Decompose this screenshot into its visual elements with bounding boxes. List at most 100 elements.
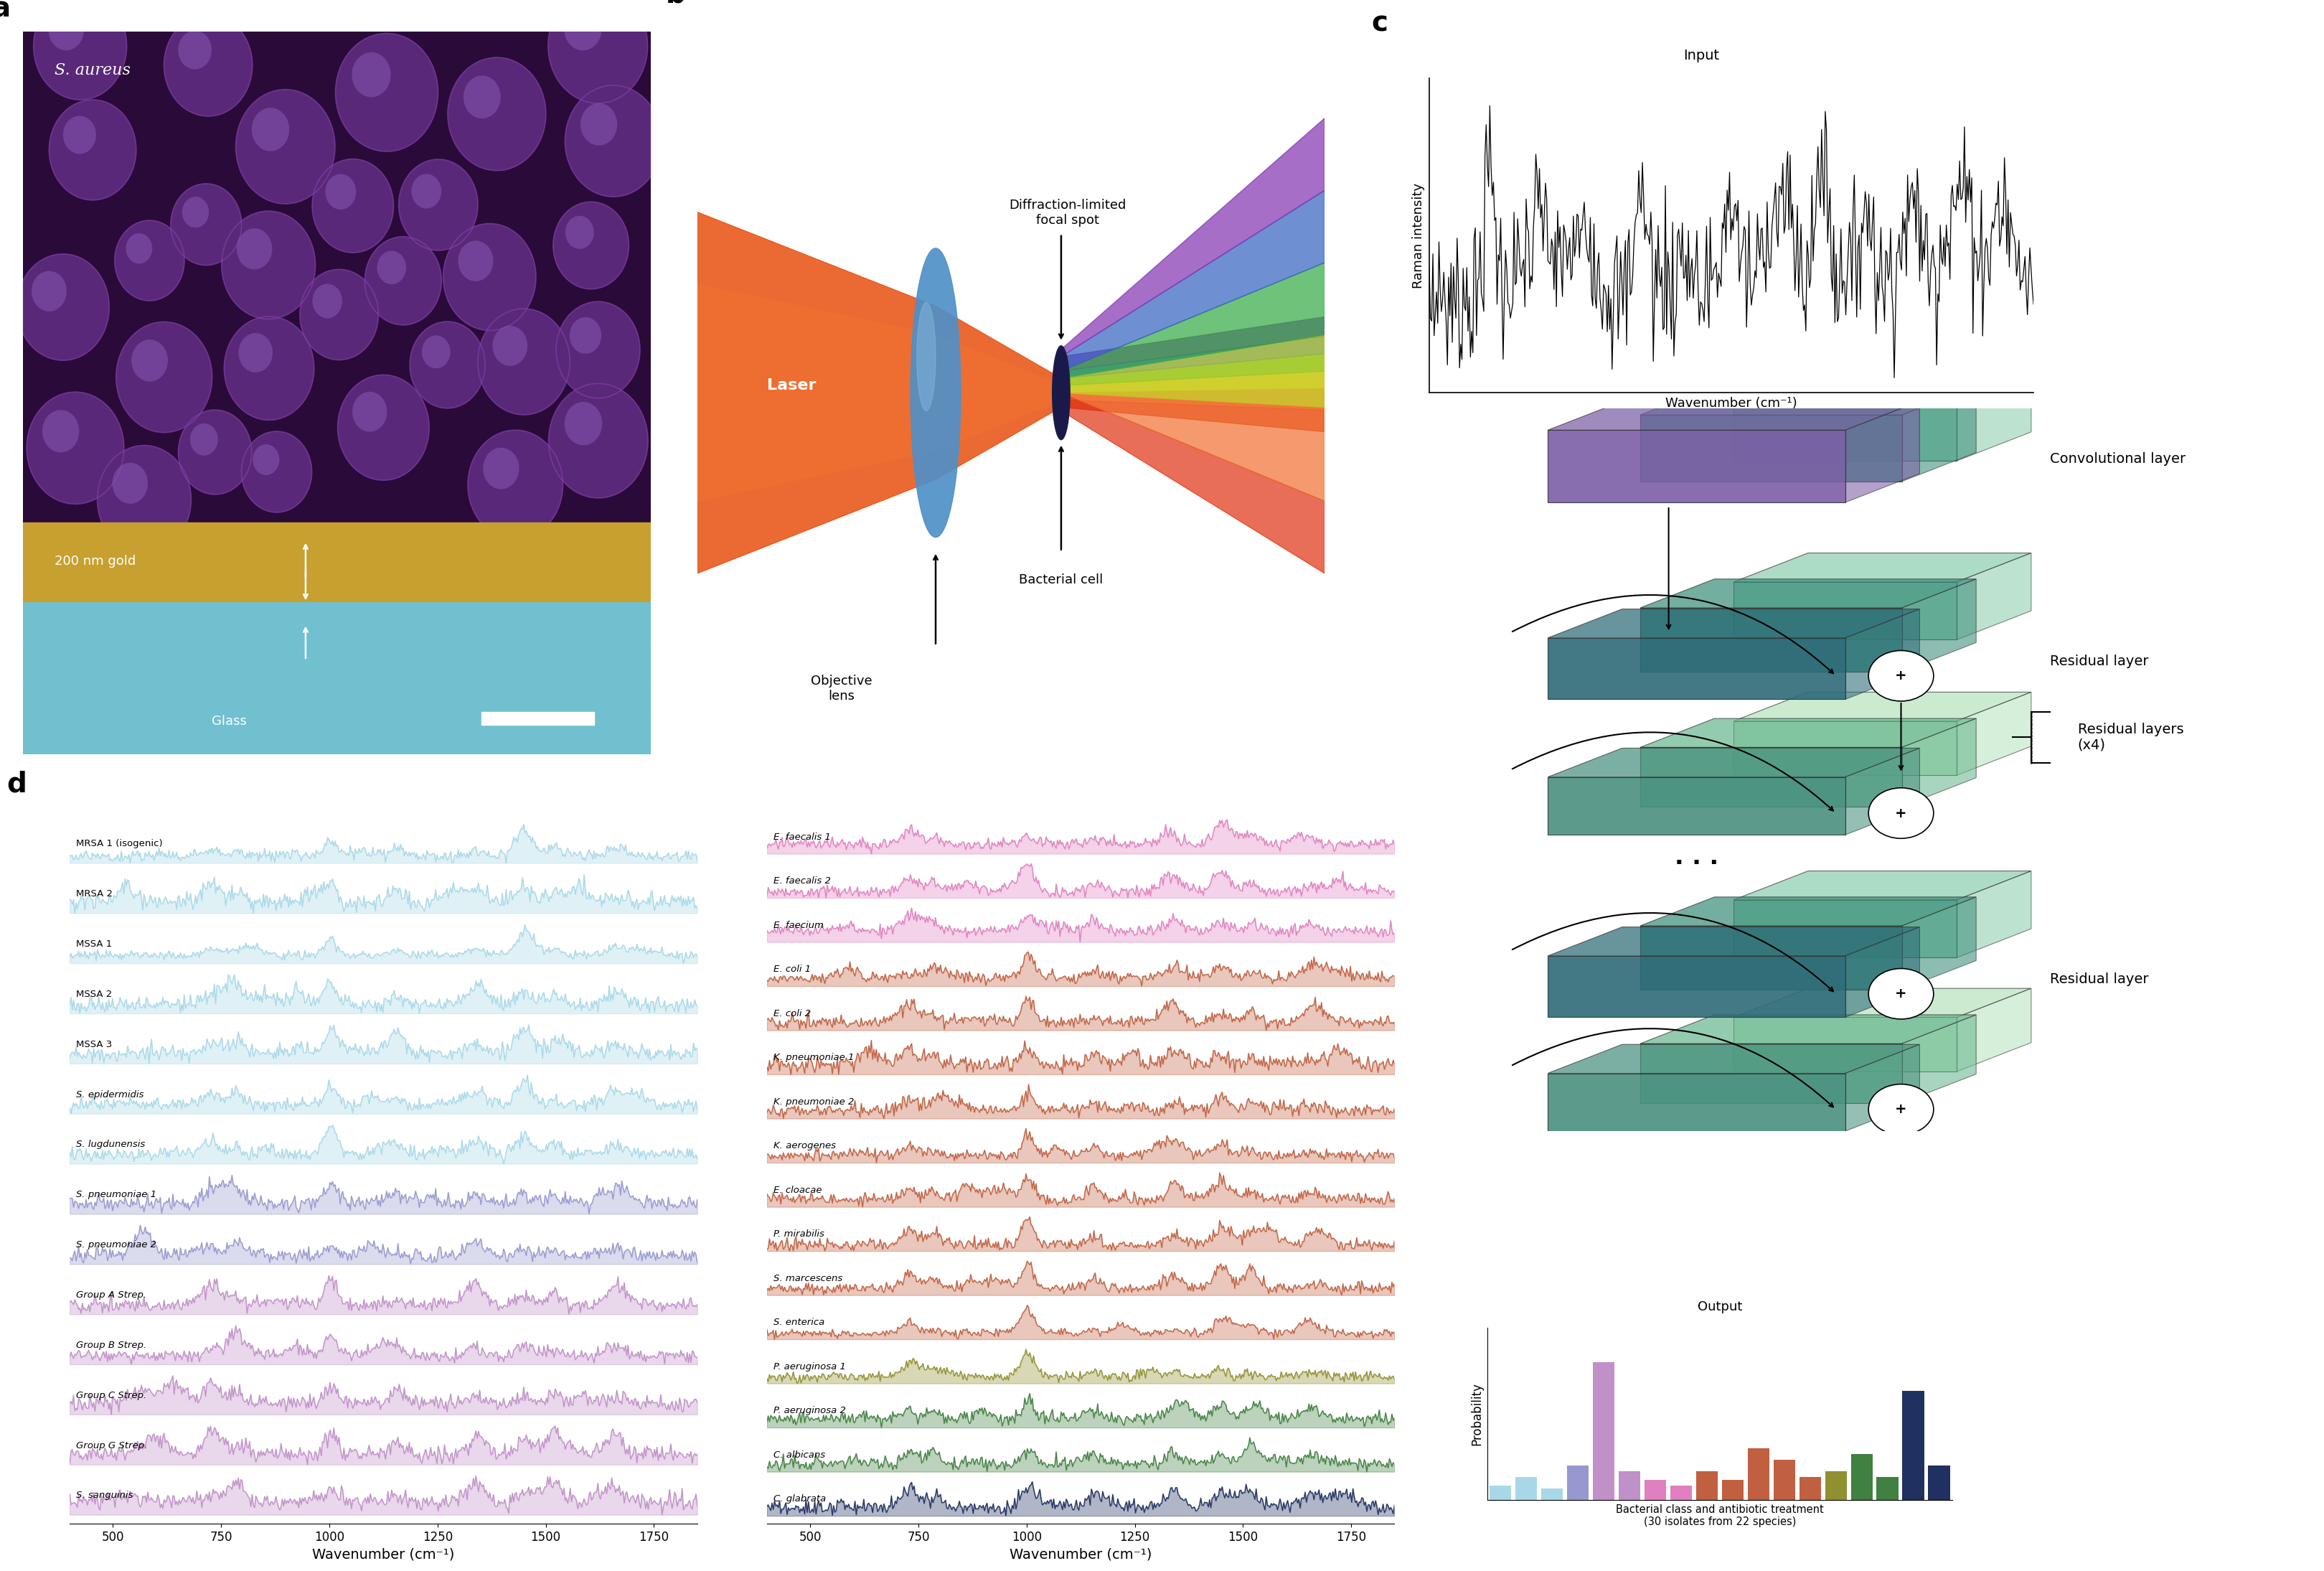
Polygon shape xyxy=(1734,988,2031,1018)
Text: S. aureus: S. aureus xyxy=(56,63,130,79)
Polygon shape xyxy=(1062,401,1325,432)
Polygon shape xyxy=(1548,1045,1920,1073)
Polygon shape xyxy=(1062,317,1325,371)
Text: MSSA 3: MSSA 3 xyxy=(77,1040,112,1049)
Text: P. mirabilis: P. mirabilis xyxy=(774,1230,825,1240)
Circle shape xyxy=(409,322,486,408)
Polygon shape xyxy=(1957,371,2031,460)
Ellipse shape xyxy=(916,303,937,412)
Circle shape xyxy=(242,432,311,512)
Circle shape xyxy=(26,393,123,504)
Polygon shape xyxy=(1957,870,2031,958)
Polygon shape xyxy=(1845,927,1920,1018)
Polygon shape xyxy=(1062,336,1325,379)
Bar xyxy=(1929,1466,1950,1500)
Bar xyxy=(23,523,651,602)
Text: Convolutional layer: Convolutional layer xyxy=(2050,452,2185,467)
Circle shape xyxy=(458,240,493,281)
Bar xyxy=(1641,608,1901,671)
Polygon shape xyxy=(1641,1015,1975,1043)
Circle shape xyxy=(365,237,442,325)
Circle shape xyxy=(125,233,153,264)
Text: Output: Output xyxy=(1697,1301,1743,1313)
Circle shape xyxy=(493,325,528,366)
Bar xyxy=(1566,1466,1590,1500)
Polygon shape xyxy=(1062,393,1325,573)
Circle shape xyxy=(179,31,211,69)
Circle shape xyxy=(548,0,648,104)
Polygon shape xyxy=(1548,748,1920,778)
Text: · · ·: · · · xyxy=(1676,851,1717,875)
Circle shape xyxy=(555,302,639,397)
Polygon shape xyxy=(1062,118,1325,357)
Bar xyxy=(1618,1472,1641,1500)
Text: MSSA 1: MSSA 1 xyxy=(77,939,112,949)
Text: S. enterica: S. enterica xyxy=(774,1318,825,1327)
Circle shape xyxy=(335,33,437,151)
Text: Group A Strep.: Group A Strep. xyxy=(77,1290,146,1299)
Bar xyxy=(1748,1448,1769,1500)
Text: Input: Input xyxy=(1683,49,1720,63)
Text: MRSA 2: MRSA 2 xyxy=(77,889,114,899)
Polygon shape xyxy=(1901,718,1975,806)
Bar xyxy=(1773,1459,1796,1500)
Ellipse shape xyxy=(911,248,960,537)
Bar xyxy=(1548,638,1845,699)
Circle shape xyxy=(49,9,84,50)
Circle shape xyxy=(42,410,79,452)
Bar xyxy=(1548,1073,1845,1131)
Y-axis label: Raman intensity: Raman intensity xyxy=(1413,182,1425,289)
Polygon shape xyxy=(1957,553,2031,639)
Text: K. pneumoniae 2: K. pneumoniae 2 xyxy=(774,1097,853,1106)
Polygon shape xyxy=(1734,553,2031,581)
Text: +: + xyxy=(1894,987,1908,1001)
Circle shape xyxy=(1868,650,1934,701)
Bar xyxy=(1641,1043,1901,1103)
Bar xyxy=(481,712,595,726)
Text: E. faecalis 1: E. faecalis 1 xyxy=(774,833,830,842)
Circle shape xyxy=(311,284,342,319)
Text: b: b xyxy=(665,0,686,8)
X-axis label: Wavenumber (cm⁻¹): Wavenumber (cm⁻¹) xyxy=(1666,397,1796,410)
Text: E. cloacae: E. cloacae xyxy=(774,1186,823,1194)
Circle shape xyxy=(191,424,218,456)
Text: E. coli 2: E. coli 2 xyxy=(774,1009,811,1018)
Circle shape xyxy=(479,308,569,415)
Text: Glass: Glass xyxy=(211,715,246,727)
Circle shape xyxy=(33,270,67,311)
Circle shape xyxy=(49,99,137,200)
Polygon shape xyxy=(1062,371,1325,393)
Polygon shape xyxy=(1734,870,2031,900)
Text: +: + xyxy=(1894,669,1908,683)
Circle shape xyxy=(400,159,479,250)
Text: Laser: Laser xyxy=(767,379,816,393)
Circle shape xyxy=(112,463,149,504)
Circle shape xyxy=(179,410,251,495)
Circle shape xyxy=(253,445,279,474)
Polygon shape xyxy=(1062,190,1325,371)
Text: d: d xyxy=(7,771,28,798)
Text: S. marcescens: S. marcescens xyxy=(774,1274,844,1284)
Text: S. lugdunensis: S. lugdunensis xyxy=(77,1141,146,1150)
Circle shape xyxy=(311,159,393,253)
Circle shape xyxy=(565,6,602,50)
Circle shape xyxy=(239,333,272,372)
Circle shape xyxy=(462,75,500,118)
Circle shape xyxy=(235,90,335,204)
Y-axis label: Probability: Probability xyxy=(1471,1382,1483,1445)
Bar xyxy=(1548,430,1845,503)
Polygon shape xyxy=(697,284,1062,501)
Polygon shape xyxy=(1548,927,1920,955)
Text: E. coli 1: E. coli 1 xyxy=(774,965,811,974)
Circle shape xyxy=(565,85,662,196)
Bar xyxy=(1903,1390,1924,1500)
Polygon shape xyxy=(1734,693,2031,721)
Text: Group B Strep.: Group B Strep. xyxy=(77,1340,146,1349)
Text: Objective
lens: Objective lens xyxy=(811,674,872,702)
Bar xyxy=(1641,748,1901,806)
Text: K. aerogenes: K. aerogenes xyxy=(774,1141,837,1150)
Polygon shape xyxy=(1845,401,1920,503)
Circle shape xyxy=(565,215,595,248)
Circle shape xyxy=(421,336,451,368)
Bar xyxy=(1824,1472,1848,1500)
